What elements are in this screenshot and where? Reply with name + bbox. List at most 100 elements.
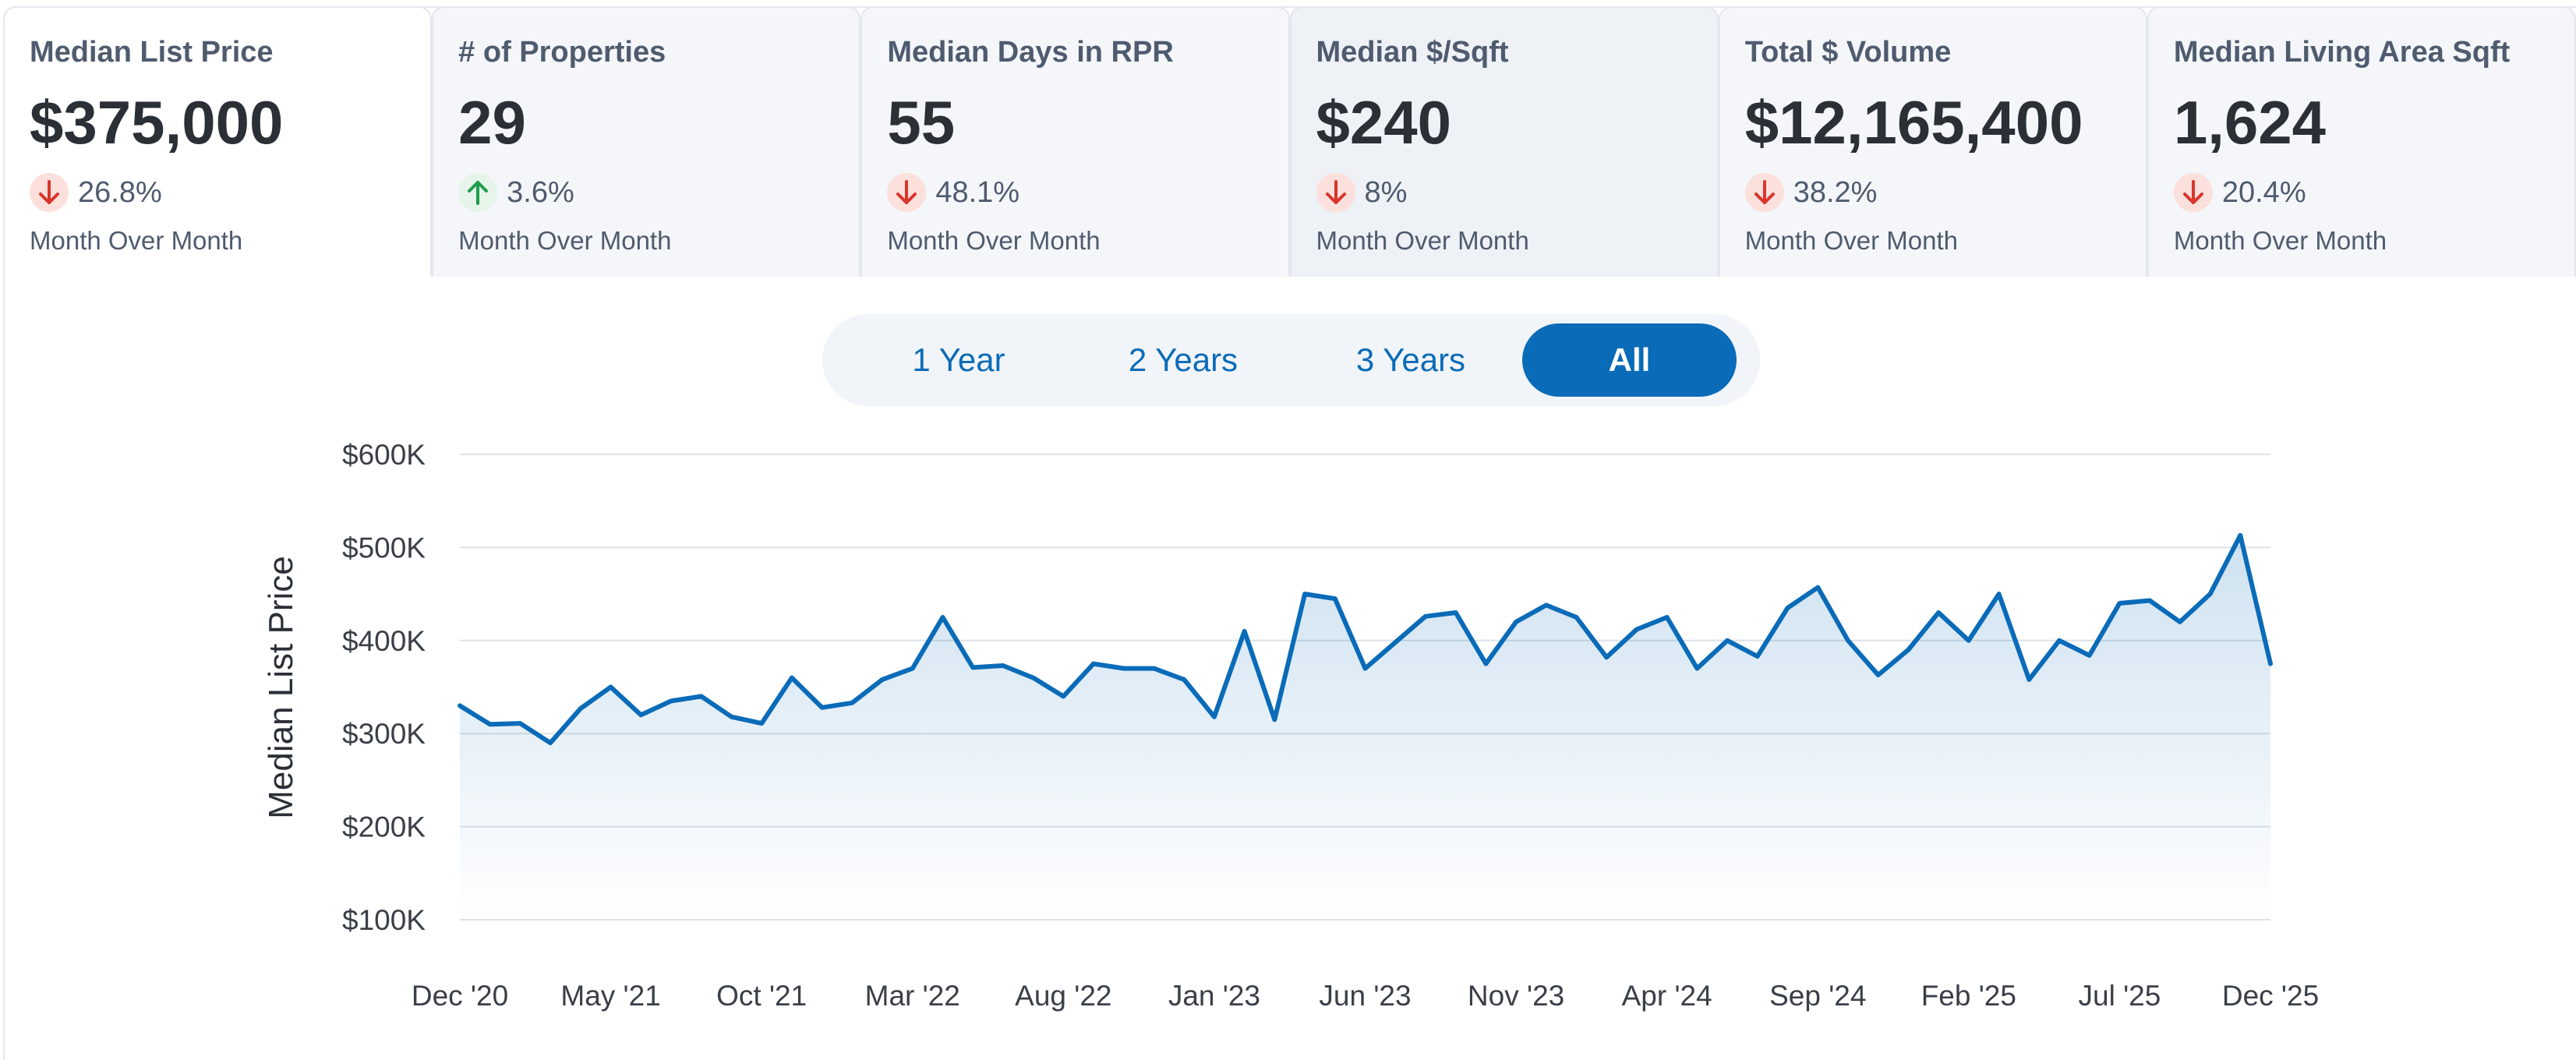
data-point[interactable]: [1874, 670, 1883, 680]
data-point[interactable]: [1029, 673, 1038, 683]
metric-title: # of Properties: [458, 36, 666, 69]
data-point[interactable]: [2024, 675, 2034, 684]
metric-value: $240: [1316, 88, 1452, 157]
data-point[interactable]: [1783, 603, 1793, 613]
metric-value: $375,000: [30, 88, 284, 157]
change-period: Month Over Month: [2173, 226, 2387, 255]
data-point[interactable]: [546, 738, 555, 747]
data-point[interactable]: [968, 662, 977, 672]
data-point[interactable]: [1511, 617, 1521, 627]
y-tick-label: $400K: [342, 625, 426, 657]
data-point[interactable]: [1089, 659, 1098, 669]
data-point[interactable]: [1330, 594, 1340, 603]
data-point[interactable]: [2085, 651, 2094, 660]
data-point[interactable]: [1602, 652, 1611, 662]
data-point[interactable]: [1270, 715, 1279, 724]
range-2-years-button[interactable]: 2 Years: [1128, 341, 1239, 378]
metric-title: Median $/Sqft: [1316, 36, 1509, 69]
data-point[interactable]: [606, 683, 616, 692]
data-point[interactable]: [1421, 612, 1430, 621]
range-1-year-button[interactable]: 1 Year: [912, 341, 1005, 378]
data-point[interactable]: [1692, 664, 1701, 673]
metric-title: Median List Price: [30, 36, 274, 69]
data-point[interactable]: [515, 719, 525, 728]
data-point[interactable]: [1663, 613, 1672, 622]
data-point[interactable]: [2055, 636, 2064, 645]
data-point[interactable]: [1572, 613, 1581, 622]
data-point[interactable]: [486, 719, 495, 729]
data-point[interactable]: [2115, 599, 2124, 608]
data-point[interactable]: [1451, 608, 1461, 617]
data-point[interactable]: [1934, 608, 1943, 617]
metric-tabs: Median List Price $375,000 26.8% Month Over…: [3, 6, 2576, 277]
data-point[interactable]: [1723, 636, 1732, 645]
data-point[interactable]: [818, 703, 827, 712]
data-point[interactable]: [1361, 664, 1370, 673]
data-point[interactable]: [1240, 627, 1249, 636]
y-axis-ticks: $100K $200K $300K $400K $500K $600K: [342, 439, 426, 936]
x-tick-label: Dec '20: [412, 980, 508, 1012]
area-fill: [460, 535, 2270, 920]
data-point[interactable]: [697, 691, 706, 701]
data-point[interactable]: [1964, 636, 1974, 645]
data-point[interactable]: [2235, 531, 2245, 540]
metric-change: 26.8%: [30, 173, 162, 212]
x-tick-label: Apr '24: [1622, 980, 1712, 1012]
change-period: Month Over Month: [30, 226, 243, 255]
x-tick-label: Aug '22: [1015, 980, 1111, 1012]
data-point[interactable]: [1632, 625, 1641, 634]
data-point[interactable]: [878, 675, 887, 684]
data-point[interactable]: [1390, 638, 1400, 647]
tab-median-list-price[interactable]: Median List Price $375,000 26.8% Month Over…: [3, 6, 433, 277]
data-point[interactable]: [2206, 589, 2215, 599]
data-point[interactable]: [455, 701, 465, 710]
arrow-down-icon: [1744, 173, 1784, 212]
change-percent: 26.8%: [78, 175, 162, 209]
data-point[interactable]: [1119, 664, 1129, 673]
metric-value: 29: [458, 88, 526, 157]
arrow-down-icon: [887, 173, 927, 212]
data-point[interactable]: [908, 664, 917, 673]
tab-median-days-in-rpr[interactable]: Median Days in RPR 55 48.1% Month Over Mont…: [860, 6, 1290, 277]
data-point[interactable]: [757, 719, 766, 728]
data-point[interactable]: [1210, 712, 1219, 722]
range-all-button[interactable]: All: [1522, 323, 1737, 397]
data-point[interactable]: [636, 710, 645, 719]
data-point[interactable]: [2266, 659, 2275, 669]
data-point[interactable]: [938, 613, 948, 622]
x-tick-label: Nov '23: [1468, 980, 1564, 1012]
data-point[interactable]: [1542, 600, 1551, 610]
tab-total-volume[interactable]: Total $ Volume $12,165,400 38.2% Month Over…: [1718, 6, 2147, 277]
data-point[interactable]: [1058, 691, 1068, 701]
data-point[interactable]: [1813, 583, 1822, 592]
data-point[interactable]: [1995, 589, 2004, 599]
change-period: Month Over Month: [458, 226, 672, 255]
tab-num-properties[interactable]: # of Properties 29 3.6% Month Over Month: [432, 6, 861, 277]
change-percent: 38.2%: [1793, 175, 1878, 209]
x-tick-label: Dec '25: [2222, 980, 2319, 1012]
data-point[interactable]: [2145, 596, 2154, 606]
data-point[interactable]: [1753, 652, 1762, 661]
data-point[interactable]: [1150, 664, 1159, 673]
y-tick-label: $100K: [342, 904, 426, 936]
data-point[interactable]: [576, 704, 585, 713]
data-point[interactable]: [2175, 617, 2185, 627]
data-point[interactable]: [1300, 589, 1309, 599]
change-period: Month Over Month: [1316, 226, 1529, 255]
data-point[interactable]: [666, 696, 676, 705]
x-tick-label: Jul '25: [2079, 980, 2161, 1012]
range-3-years-button[interactable]: 3 Years: [1355, 341, 1466, 378]
tab-median-living-area-sqft[interactable]: Median Living Area Sqft 1,624 20.4% Month O…: [2147, 6, 2576, 277]
data-point[interactable]: [998, 661, 1008, 670]
change-percent: 20.4%: [2221, 175, 2306, 209]
data-point[interactable]: [787, 673, 797, 683]
x-tick-label: Oct '21: [716, 980, 807, 1012]
series-line: [458, 532, 2273, 746]
data-point[interactable]: [1179, 675, 1189, 684]
data-point[interactable]: [847, 698, 857, 708]
tab-median-price-per-sqft[interactable]: Median $/Sqft $240 8% Month Over Month: [1289, 6, 1719, 277]
data-point[interactable]: [727, 712, 737, 722]
data-point[interactable]: [1843, 636, 1853, 645]
data-point[interactable]: [1903, 645, 1913, 655]
data-point[interactable]: [1481, 659, 1490, 669]
